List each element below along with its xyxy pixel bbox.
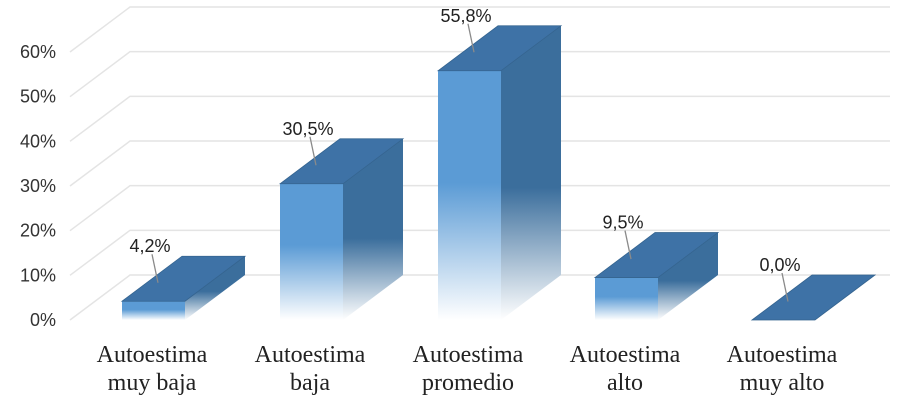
y-tick-label: 10% <box>20 265 56 285</box>
gridline <box>69 6 890 53</box>
gridline <box>69 50 890 98</box>
bar-top <box>750 274 877 321</box>
data-label-leader <box>781 272 789 302</box>
gridline <box>69 95 890 142</box>
bar-front <box>280 183 343 320</box>
bar <box>278 138 405 320</box>
y-tick-label: 60% <box>20 42 56 62</box>
x-tick-label: muy baja <box>108 370 197 396</box>
bar-side <box>501 25 561 320</box>
y-tick-label: 40% <box>20 131 56 151</box>
bar <box>120 255 247 320</box>
bar-top <box>436 25 563 72</box>
data-label: 9,5% <box>602 213 643 233</box>
x-tick-label: Autoestima <box>727 342 838 368</box>
data-label-leader <box>467 23 475 53</box>
bar <box>593 232 720 320</box>
gridline <box>69 184 890 232</box>
x-tick-label: promedio <box>422 370 514 396</box>
bar-front <box>122 301 185 320</box>
y-tick-label: 50% <box>20 87 56 107</box>
y-axis-ticks: 0% 10% 20% 30% 40% 50% 60% <box>20 42 56 330</box>
bar-top <box>593 232 720 278</box>
bar-top <box>120 255 247 302</box>
gridlines <box>69 6 890 321</box>
bar-side <box>185 256 245 320</box>
x-tick-label: Autoestima <box>97 342 208 368</box>
data-label: 55,8% <box>440 6 491 26</box>
gridline <box>69 229 890 276</box>
data-label: 4,2% <box>129 236 170 256</box>
x-tick-label: Autoestima <box>570 342 681 368</box>
bar-top <box>278 138 405 185</box>
data-label-leader <box>624 230 632 260</box>
data-label-leader <box>309 136 317 166</box>
x-tick-label: Autoestima <box>413 342 524 368</box>
data-label: 30,5% <box>282 119 333 139</box>
x-tick-label: muy alto <box>740 370 825 396</box>
y-tick-label: 30% <box>20 176 56 196</box>
x-tick-label: Autoestima <box>255 342 366 368</box>
bar-front <box>595 277 658 320</box>
x-tick-label: alto <box>607 370 643 396</box>
bar-front <box>438 70 501 320</box>
data-labels: 4,2% 30,5% 55,8% 9,5% 0,0% <box>129 6 801 302</box>
bar-side <box>343 138 403 320</box>
bar <box>750 274 877 321</box>
y-tick-label: 0% <box>30 310 56 330</box>
bar-side <box>658 232 718 320</box>
gridline <box>69 140 890 187</box>
bar <box>436 25 563 320</box>
data-label-leader <box>151 254 159 283</box>
data-label: 0,0% <box>759 255 800 275</box>
x-tick-label: baja <box>290 370 330 396</box>
bars <box>120 25 877 321</box>
y-tick-label: 20% <box>20 221 56 241</box>
